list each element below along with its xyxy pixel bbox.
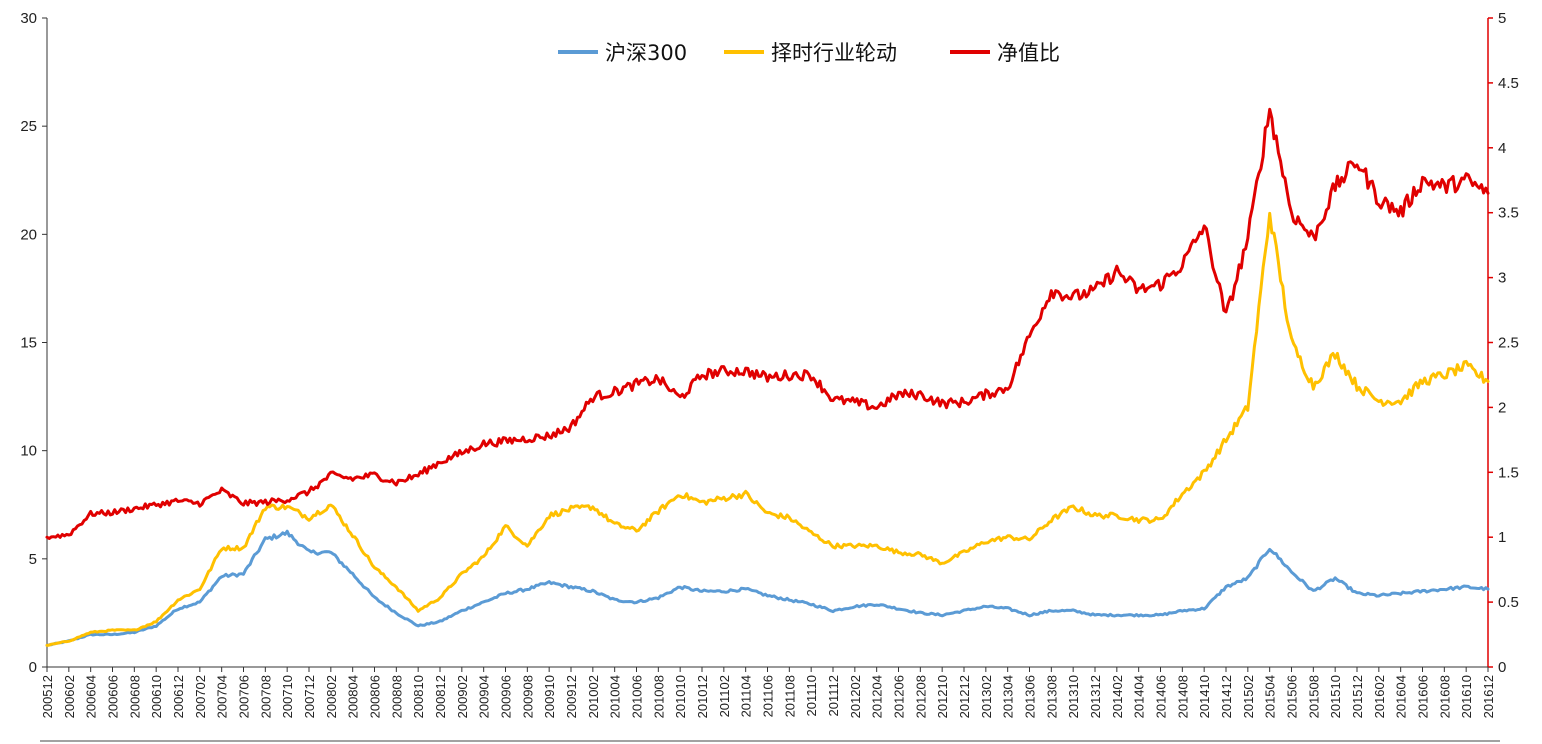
x-tick-label: 201202 xyxy=(848,675,863,718)
x-tick-label: 200912 xyxy=(564,675,579,718)
right-y-tick-label: 3.5 xyxy=(1498,205,1519,222)
x-tick-label: 201406 xyxy=(1154,675,1169,718)
x-tick-label: 200610 xyxy=(149,675,164,718)
left-y-tick-label: 25 xyxy=(20,118,37,135)
x-tick-label: 201208 xyxy=(913,675,928,718)
x-tick-label: 200910 xyxy=(542,675,557,718)
x-tick-label: 200512 xyxy=(40,675,55,718)
x-tick-label: 201312 xyxy=(1088,675,1103,718)
x-tick-label: 200702 xyxy=(193,675,208,718)
x-tick-label: 200804 xyxy=(346,675,361,718)
right-y-tick-label: 1.5 xyxy=(1498,464,1519,481)
x-tick-label: 201106 xyxy=(761,675,776,717)
x-tick-label: 200710 xyxy=(280,675,295,718)
left-y-tick-label: 20 xyxy=(20,226,37,243)
x-tick-label: 201004 xyxy=(608,675,623,718)
x-tick-label: 200602 xyxy=(62,675,77,718)
x-tick-label: 200806 xyxy=(368,675,383,718)
x-tick-label: 200810 xyxy=(411,675,426,718)
series-line-1 xyxy=(45,211,1490,647)
left-y-tick-label: 0 xyxy=(29,659,37,676)
x-tick-label: 201602 xyxy=(1372,675,1387,718)
right-y-tick-label: 0.5 xyxy=(1498,594,1519,611)
x-tick-label: 201304 xyxy=(1001,675,1016,718)
left-y-tick-label: 15 xyxy=(20,335,37,352)
right-y-tick-label: 2.5 xyxy=(1498,335,1519,352)
right-y-tick-label: 4 xyxy=(1498,140,1506,157)
x-tick-label: 200906 xyxy=(499,675,514,718)
x-tick-label: 201404 xyxy=(1132,675,1147,718)
x-tick-label: 200606 xyxy=(106,675,121,718)
right-y-tick-label: 0 xyxy=(1498,659,1506,676)
chart-axes: 0 5 10 15 20 25 30 0 0.5 1 1.5 2 2.5 3 3.5 4 4.5 5 200512 2… xyxy=(20,10,1519,742)
x-tick-label: 201502 xyxy=(1241,675,1256,718)
x-tick-label: 201012 xyxy=(695,675,710,718)
x-tick-label: 200908 xyxy=(520,675,535,718)
x-tick-label: 200808 xyxy=(389,675,404,718)
x-tick-label: 200812 xyxy=(433,675,448,718)
x-tick-label: 201210 xyxy=(935,675,950,718)
x-tick-label: 201504 xyxy=(1263,675,1278,718)
x-tick-label: 201410 xyxy=(1197,675,1212,718)
x-tick-label: 201610 xyxy=(1459,675,1474,718)
x-tick-label: 201008 xyxy=(651,675,666,718)
x-tick-label: 200904 xyxy=(477,675,492,718)
x-tick-label: 200704 xyxy=(215,675,230,718)
x-tick-label: 201104 xyxy=(739,675,754,717)
x-tick-label: 201112 xyxy=(826,675,841,716)
x-tick-label: 200708 xyxy=(258,675,273,718)
x-tick-label: 201604 xyxy=(1394,675,1409,718)
series-line-0 xyxy=(45,529,1490,647)
right-y-tick-label: 4.5 xyxy=(1498,75,1519,92)
right-y-tick-label: 2 xyxy=(1498,399,1506,416)
left-y-tick-label: 5 xyxy=(29,551,37,568)
chart-legend: 沪深300 择时行业轮动 净值比 xyxy=(558,41,1060,65)
series-layer xyxy=(45,107,1490,647)
right-y-tick-label: 3 xyxy=(1498,270,1506,287)
left-y-tick-label: 10 xyxy=(20,443,37,460)
x-tick-label: 200612 xyxy=(171,675,186,718)
x-tick-label: 201310 xyxy=(1066,675,1081,718)
right-y-tick-label: 5 xyxy=(1498,10,1506,27)
legend-label-1: 择时行业轮动 xyxy=(771,41,897,65)
x-tick-label: 201508 xyxy=(1306,675,1321,718)
x-tick-label: 201302 xyxy=(979,675,994,718)
x-tick-label: 201110 xyxy=(804,675,819,716)
x-tick-label: 200712 xyxy=(302,675,317,718)
x-tick-label: 201010 xyxy=(673,675,688,718)
x-tick-label: 201306 xyxy=(1023,675,1038,718)
x-tick-label: 201412 xyxy=(1219,675,1234,718)
x-tick-label: 201206 xyxy=(892,675,907,718)
x-tick-label: 201606 xyxy=(1416,675,1431,718)
x-tick-label: 201510 xyxy=(1328,675,1343,718)
x-tick-label: 201402 xyxy=(1110,675,1125,718)
x-tick-label: 201002 xyxy=(586,675,601,718)
x-tick-label: 201108 xyxy=(782,675,797,717)
x-tick-label: 201608 xyxy=(1437,675,1452,718)
x-tick-label: 201102 xyxy=(717,675,732,717)
x-tick-label: 201408 xyxy=(1175,675,1190,718)
x-tick-label: 200706 xyxy=(237,675,252,718)
x-tick-label: 201204 xyxy=(870,675,885,718)
x-tick-label: 201506 xyxy=(1285,675,1300,718)
x-tick-label: 201612 xyxy=(1481,675,1496,718)
x-tick-label: 201308 xyxy=(1044,675,1059,718)
left-y-tick-label: 30 xyxy=(20,10,37,27)
x-tick-label: 201006 xyxy=(630,675,645,718)
x-tick-label: 200802 xyxy=(324,675,339,718)
x-tick-label: 200604 xyxy=(84,675,99,718)
x-tick-label: 201212 xyxy=(957,675,972,718)
x-tick-label: 200608 xyxy=(127,675,142,718)
series-line-2 xyxy=(45,107,1490,540)
x-tick-label: 201512 xyxy=(1350,675,1365,718)
x-tick-label: 200902 xyxy=(455,675,470,718)
right-y-tick-label: 1 xyxy=(1498,529,1506,546)
legend-label-0: 沪深300 xyxy=(605,41,687,65)
legend-label-2: 净值比 xyxy=(997,41,1060,65)
